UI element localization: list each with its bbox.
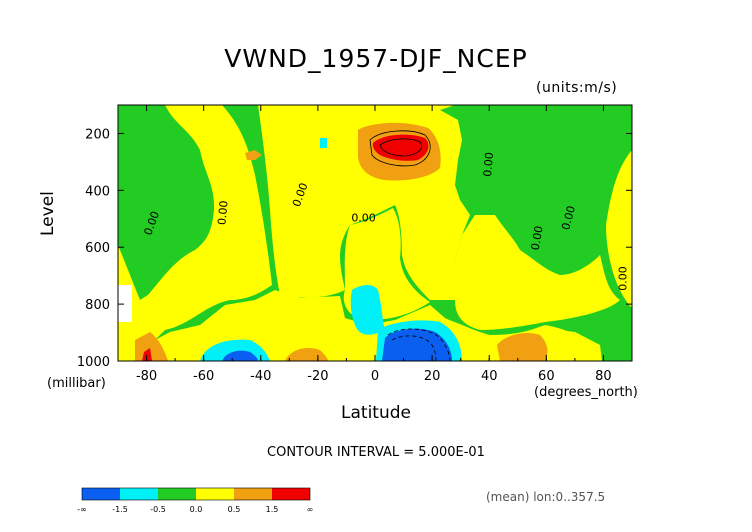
contour-line — [391, 335, 437, 362]
strong-positive-fill-region — [135, 332, 168, 361]
mean-label: (mean) lon:0..357.5 — [486, 490, 606, 504]
y-tick-label: 400 — [85, 184, 110, 199]
x-tick-label: 40 — [481, 369, 498, 384]
peak-positive-fill-region — [142, 348, 152, 361]
colorbar-frame — [81, 487, 311, 501]
negative-fill-region — [320, 138, 327, 148]
colorbar-label: 0.0 — [190, 505, 203, 514]
x-tick-label: 0 — [371, 369, 379, 384]
positive-fill-region — [295, 105, 352, 130]
x-ticks: -80 -60 -40 -20 0 20 40 60 80 — [117, 105, 633, 384]
negative-fill-region — [118, 105, 215, 300]
strong-positive-fill-region — [497, 333, 548, 361]
contour-label: 0.00 — [351, 212, 376, 225]
y-tick-label: 800 — [85, 298, 110, 313]
x-axis-units: (degrees_north) — [534, 385, 638, 400]
x-tick-label: -80 — [136, 369, 157, 384]
x-axis-label: Latitude — [341, 403, 411, 423]
colorbar-swatch — [272, 488, 310, 500]
colorbar-swatch — [196, 488, 234, 500]
contour-line — [387, 328, 451, 362]
strong-negative-fill-region — [222, 350, 258, 361]
x-tick-label: 60 — [538, 369, 555, 384]
strong-positive-fill-region — [285, 348, 328, 361]
negative-fill-region — [350, 285, 385, 335]
x-tick-label: 80 — [595, 369, 612, 384]
colorbar-swatch — [120, 488, 158, 500]
y-ticks: 200 400 600 800 1000 — [77, 127, 632, 370]
y-tick-label: 200 — [85, 127, 110, 142]
y-tick-label: 1000 — [77, 355, 110, 370]
contour-labels: 0.00 0.000.000.000.000.000.000.00 — [142, 152, 630, 291]
colorbar-swatch — [82, 488, 120, 500]
contour-label: 0.00 — [529, 225, 546, 251]
contour-interval-label: CONTOUR INTERVAL = 5.000E-01 — [267, 445, 485, 460]
y-axis-units: (millibar) — [47, 376, 106, 391]
y-tick-label: 600 — [85, 241, 110, 256]
missing-data-region — [118, 285, 132, 322]
colorbar-label: -0.5 — [150, 505, 166, 514]
contour-label: 0.00 — [481, 152, 496, 178]
colorbar-swatch — [158, 488, 196, 500]
contour-label: 0.00 — [215, 200, 230, 226]
units-label: (units:m/s) — [536, 80, 618, 96]
x-tick-label: -20 — [307, 369, 328, 384]
contour-line — [379, 138, 422, 157]
colorbar-label: -∞ — [77, 505, 87, 514]
x-tick-label: -40 — [250, 369, 271, 384]
chart-title: VWND_1957-DJF_NCEP — [224, 44, 528, 73]
positive-fill-region — [455, 215, 620, 330]
colorbar-label: 0.5 — [228, 505, 241, 514]
contour-fills — [118, 105, 632, 361]
colorbar-label: ∞ — [307, 505, 314, 514]
strong-positive-fill-region — [245, 150, 262, 160]
colorbar: -∞ -1.5 -0.5 0.0 0.5 1.5 ∞ — [77, 487, 314, 514]
contour-line — [369, 130, 431, 167]
x-tick-label: 20 — [424, 369, 441, 384]
contour-label: 0.00 — [559, 204, 578, 231]
colorbar-label: -1.5 — [112, 505, 128, 514]
colorbar-label: 1.5 — [266, 505, 279, 514]
x-tick-label: -60 — [193, 369, 214, 384]
contour-label: 0.00 — [616, 266, 629, 291]
colorbar-swatch — [234, 488, 272, 500]
contour-lines — [369, 130, 451, 362]
